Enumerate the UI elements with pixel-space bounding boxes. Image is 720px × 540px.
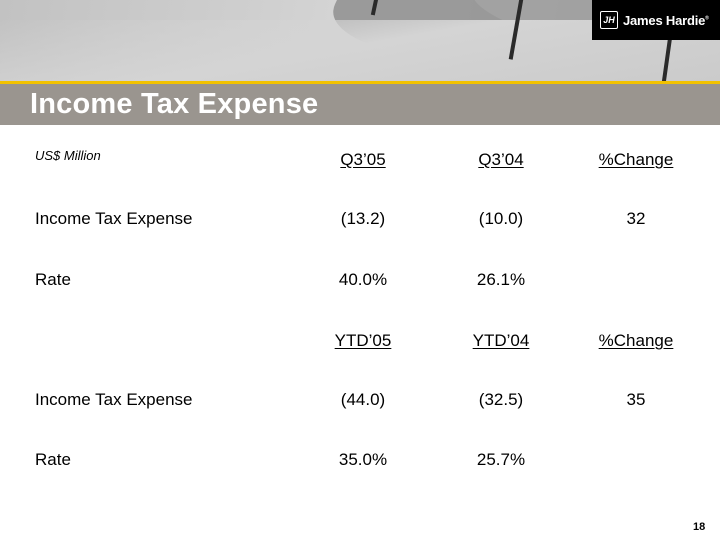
registered-mark: ® bbox=[705, 15, 709, 22]
row-label-income-tax-expense: Income Tax Expense bbox=[35, 390, 193, 409]
cell-value: (13.2) bbox=[340, 209, 386, 228]
column-header-pct-change: %Change bbox=[598, 150, 674, 169]
row-label-rate: Rate bbox=[35, 270, 71, 289]
cell-value: (44.0) bbox=[340, 390, 386, 409]
column-header-q3-04: Q3’04 bbox=[478, 150, 524, 169]
cell-value: 35.0% bbox=[338, 450, 388, 469]
logo-mark-icon: JH bbox=[600, 11, 618, 29]
row-label-income-tax-expense: Income Tax Expense bbox=[35, 209, 193, 228]
cell-value: 35 bbox=[626, 390, 646, 409]
accent-divider bbox=[0, 81, 720, 84]
cell-value: 32 bbox=[626, 209, 646, 228]
page-title: Income Tax Expense bbox=[30, 88, 319, 120]
cell-value: 25.7% bbox=[476, 450, 526, 469]
row-label-rate: Rate bbox=[35, 450, 71, 469]
column-header-ytd-04: YTD’04 bbox=[472, 331, 530, 350]
cell-value: (32.5) bbox=[478, 390, 524, 409]
cell-value: (10.0) bbox=[478, 209, 524, 228]
column-header-q3-05: Q3’05 bbox=[340, 150, 386, 169]
logo-name: James Hardie bbox=[623, 12, 706, 28]
header-banner-image: JH James Hardie® bbox=[0, 0, 720, 82]
cell-value: 40.0% bbox=[338, 270, 388, 289]
company-logo: JH James Hardie® bbox=[592, 0, 720, 40]
cell-value: 26.1% bbox=[476, 270, 526, 289]
page-number: 18 bbox=[693, 521, 706, 533]
unit-label: US$ Million bbox=[35, 148, 101, 163]
column-header-ytd-05: YTD’05 bbox=[334, 331, 392, 350]
logo-text: James Hardie® bbox=[623, 13, 709, 28]
title-band bbox=[0, 84, 720, 125]
column-header-pct-change: %Change bbox=[598, 331, 674, 350]
